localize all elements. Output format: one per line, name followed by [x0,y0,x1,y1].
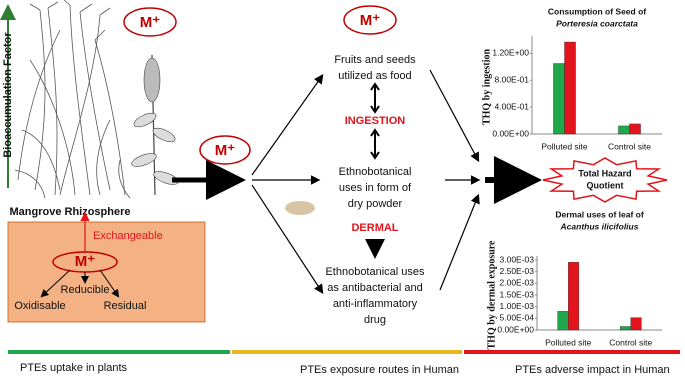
stage-label: PTEs exposure routes in Human [300,364,459,376]
caption: Mangrove Rhizosphere [9,206,130,218]
bar [619,326,631,331]
ion-label: M⁺ [360,12,380,29]
arrow [429,69,480,163]
chart-title: Acanthus ilicifolius [560,221,639,231]
route-text: Ethnobotanical [339,166,412,178]
y-tick-label: 0.00E+00 [497,324,534,334]
ion-label: M⁺ [75,253,95,270]
y-tick-label: 8.00E-01 [495,75,530,85]
route-text: dry powder [348,198,403,210]
ion-badge [123,7,177,37]
bar [618,125,630,135]
exchangeable-label: Exchangeable [93,230,163,242]
bar [557,311,569,331]
bar [564,41,576,135]
arrow [40,269,71,298]
x-tick-label: Polluted site [545,337,592,347]
outcome-star [542,157,668,203]
y-tick-label: 1.00E-03 [500,301,535,311]
stage-label: PTEs uptake in plants [20,362,128,374]
route-column: Fruits and seeds utilized as food INGESTIO… [325,54,425,326]
arrow [251,74,324,176]
powder-image [285,201,315,215]
bar [629,123,641,135]
fraction-box [7,221,206,323]
y-tick-label: 5.00E-04 [500,313,535,323]
route-label: INGESTION [345,115,406,127]
chart-title: Dermal uses of leaf of [555,209,644,219]
double-arrow [370,82,380,114]
chart-title: Consumption of Seed of [548,6,646,16]
stage-label: PTEs adverse impact in Human [515,364,670,376]
y-tick-label: 1.50E-03 [500,289,535,299]
y-tick-label: 0.00E+00 [492,128,529,138]
ion-label: M⁺ [215,142,235,159]
fraction-label: Residual [104,300,147,312]
fraction-label: Reducible [61,284,110,296]
y-tick-label: 2.50E-03 [500,266,535,276]
chart-title: Porteresia coarctata [556,18,638,28]
ion-label: M⁺ [140,14,160,31]
x-tick-label: Control site [609,337,652,347]
axis-label: Bioaccumulation Factor [2,32,14,158]
y-axis-label: THQ by ingestion [481,49,492,126]
arrow [251,184,324,295]
x-tick-label: Polluted site [541,141,588,151]
outcome-label: Quotient [587,180,624,190]
x-tick-label: Control site [608,141,651,151]
y-tick-label: 1.20E+00 [492,48,529,58]
route-text: as antibacterial and [327,282,422,294]
double-arrow [370,128,380,160]
route-text: Ethnobotanical uses [325,266,425,278]
arrow [439,193,480,291]
route-text: anti-inflammatory [333,298,418,310]
ion-badge [343,5,397,35]
y-axis-label: THQ by dermal exposure [486,240,497,350]
bar [553,63,565,135]
route-text: utilized as food [338,70,411,82]
plant-sketch [131,54,179,196]
y-tick-label: 2.00E-03 [500,278,535,288]
route-text: drug [364,314,386,326]
arrow [99,269,120,298]
y-tick-label: 3.00E-03 [500,254,535,264]
outcome-label: Total Hazard [578,168,631,178]
fraction-label: Oxidisable [14,300,65,312]
y-tick-label: 4.00E-01 [495,101,530,111]
bar [568,262,580,331]
mangrove-sketch [14,0,131,199]
bar [630,317,642,331]
route-label: DERMAL [351,222,398,234]
route-text: Fruits and seeds [334,54,416,66]
route-text: uses in form of [339,182,412,194]
